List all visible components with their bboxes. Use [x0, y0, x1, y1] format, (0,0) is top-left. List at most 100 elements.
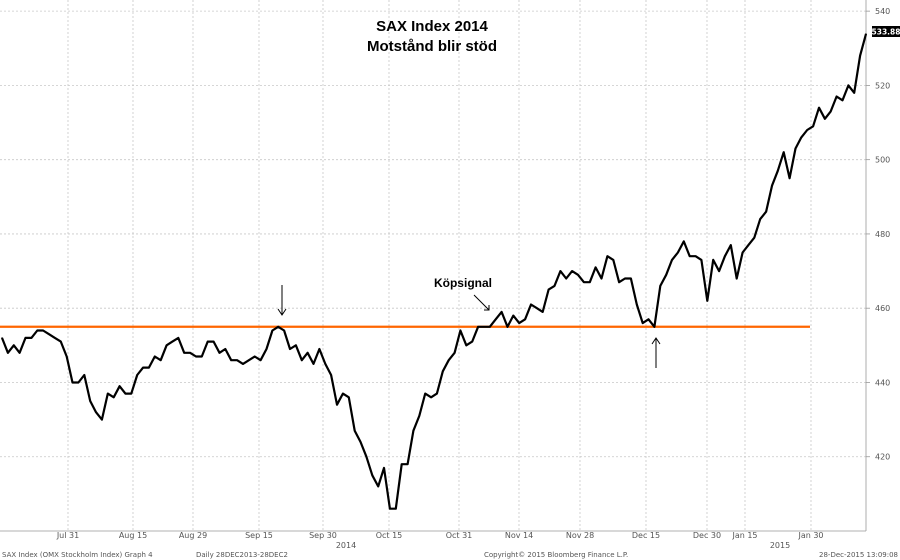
series-point	[518, 322, 520, 324]
x-tick-label: Nov 14	[505, 531, 533, 540]
series-point	[636, 303, 638, 306]
series-point	[630, 277, 632, 280]
x-tick-label: Aug 15	[119, 531, 147, 540]
buy-signal-arrow	[473, 294, 490, 311]
series-point	[377, 485, 379, 487]
series-point	[142, 367, 144, 369]
series-point	[659, 285, 661, 287]
series-point	[301, 359, 303, 361]
series-point	[42, 329, 44, 332]
series-point	[395, 508, 397, 510]
series-point	[695, 255, 697, 257]
series-point	[48, 333, 50, 335]
series-point	[730, 244, 732, 246]
x-tick-label: Oct 31	[446, 531, 473, 540]
series-point	[1, 337, 3, 339]
series-point	[359, 441, 362, 443]
x-tick-label: Jan 15	[731, 531, 757, 540]
series-point	[348, 396, 350, 398]
series-point	[471, 341, 473, 343]
series-point	[77, 381, 79, 384]
series-point	[553, 285, 556, 287]
x-tick-label: Dec 30	[693, 531, 721, 540]
series-point	[265, 348, 268, 350]
series-point	[71, 381, 74, 384]
series-point	[230, 359, 232, 361]
series-point	[771, 185, 773, 187]
series-point	[706, 300, 708, 302]
footer-center-left: Daily 28DEC2013-28DEC2	[196, 551, 288, 559]
series-point	[818, 107, 820, 109]
series-point	[747, 244, 750, 246]
series-point	[195, 355, 197, 358]
series-point	[7, 352, 9, 354]
series-point	[295, 344, 297, 346]
series-point	[407, 463, 409, 465]
series-point	[841, 99, 844, 101]
series-point	[830, 110, 832, 112]
series-point	[559, 270, 562, 272]
series-point	[718, 270, 720, 272]
series-point	[765, 211, 767, 213]
up-arrow	[651, 337, 661, 368]
series-point	[853, 92, 855, 94]
x-tick-label: Sep 30	[309, 531, 337, 540]
y-tick-label: 480	[875, 230, 890, 239]
series-point	[207, 341, 209, 343]
grid-lines	[0, 0, 866, 532]
series-point	[19, 352, 21, 354]
series-point	[665, 274, 667, 276]
footer-center-right: Copyright© 2015 Bloomberg Finance L.P.	[484, 551, 628, 559]
series-point	[489, 326, 491, 328]
series-point	[683, 240, 685, 242]
series-point	[24, 337, 27, 339]
series-point	[789, 177, 791, 179]
series-point	[548, 289, 550, 291]
series-point	[565, 277, 567, 280]
series-point	[783, 151, 785, 153]
series-point	[336, 404, 338, 406]
series-point	[136, 374, 138, 376]
series-point	[342, 393, 344, 395]
y-tick-label: 520	[875, 81, 890, 90]
series-point	[54, 337, 56, 339]
series-point	[612, 259, 614, 261]
series-point	[383, 467, 385, 469]
last-value-badge: 533.88	[872, 26, 900, 37]
series-point	[606, 255, 609, 257]
x-tick-label: Oct 15	[376, 531, 403, 540]
series-point	[130, 393, 132, 395]
series-point	[277, 326, 279, 328]
series-points	[1, 33, 867, 510]
series-point	[624, 277, 626, 280]
x-tick-label: Jan 30	[797, 531, 823, 540]
series-line	[0, 33, 868, 510]
series-point	[724, 255, 726, 257]
series-point	[506, 326, 509, 328]
series-point	[248, 359, 250, 361]
series-point	[260, 359, 262, 361]
series-point	[812, 125, 814, 127]
series-point	[271, 329, 273, 332]
series-point	[418, 415, 420, 417]
series-point	[289, 348, 291, 350]
series-point	[477, 326, 479, 328]
y-tick-label: 540	[875, 7, 890, 16]
series-point	[30, 337, 32, 339]
y-axis-ticks: 420 440 460 480 500 520 540	[866, 7, 890, 462]
series-point	[800, 136, 802, 138]
series-point	[759, 218, 761, 220]
y-tick-label: 500	[875, 156, 890, 165]
series-point	[201, 355, 203, 358]
series-point	[224, 348, 226, 350]
series-point	[183, 352, 185, 354]
series-point	[542, 311, 544, 313]
series-point	[36, 329, 38, 332]
series-point	[160, 359, 162, 361]
series-point	[107, 393, 109, 395]
series-point	[465, 344, 467, 346]
series-point	[430, 396, 432, 398]
series-point	[154, 355, 156, 358]
series-point	[454, 352, 456, 354]
series-point	[824, 118, 826, 120]
